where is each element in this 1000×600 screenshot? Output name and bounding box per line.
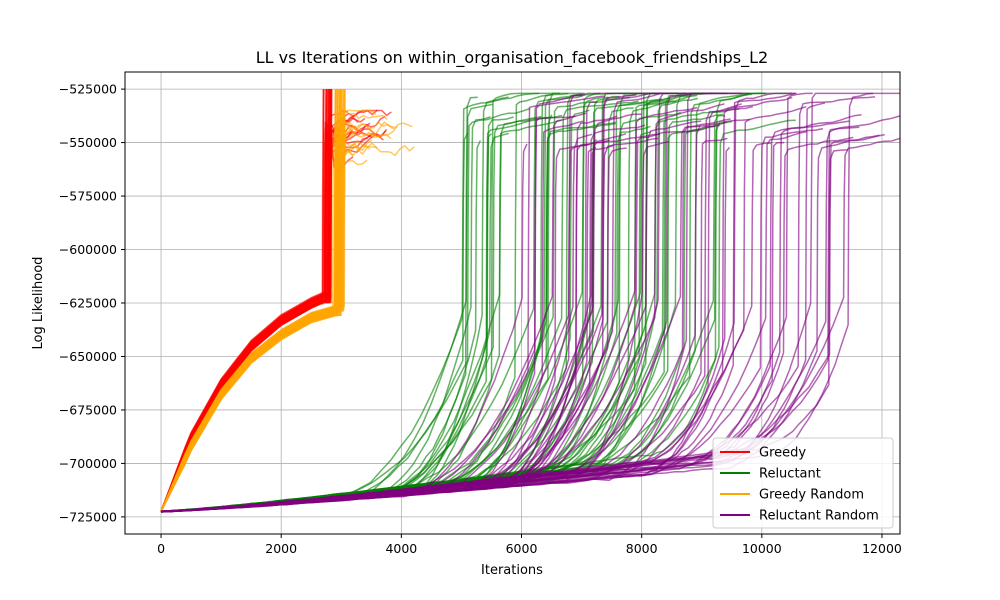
x-tick-label: 0 [157, 541, 165, 556]
series-line [160, 117, 359, 512]
x-tick-label: 8000 [626, 541, 658, 556]
series-greedy [160, 89, 392, 512]
x-axis-label: Iterations [481, 563, 543, 578]
legend-box [712, 437, 894, 529]
series-line [160, 133, 354, 512]
series-reluctant-random [160, 92, 900, 513]
x-tick-label: 6000 [506, 541, 538, 556]
series-line [160, 112, 587, 513]
legend-label: Greedy [759, 446, 806, 461]
legend-label: Reluctant Random [759, 509, 879, 524]
series-line [160, 89, 339, 512]
series-line [160, 109, 377, 512]
series-line [160, 89, 325, 512]
legend-label: Reluctant [759, 467, 821, 482]
y-tick-label: −625000 [59, 296, 117, 311]
chart-title: LL vs Iterations on within_organisation_… [256, 48, 768, 68]
series-line [160, 89, 342, 512]
y-tick-label: −675000 [59, 402, 117, 417]
legend: Greedy Reluctant Greedy Random Reluctant Ra… [712, 437, 894, 529]
y-tick-label: −650000 [59, 349, 117, 364]
x-tick-label: 12000 [862, 541, 902, 556]
y-axis-label: Log Likelihood [31, 257, 46, 350]
x-tick-label: 2000 [265, 541, 297, 556]
series-line [160, 136, 340, 512]
x-tick-label: 4000 [385, 541, 417, 556]
y-tick-label: −600000 [59, 242, 117, 257]
plot-lines [160, 89, 900, 513]
legend-label: Greedy Random [759, 488, 864, 503]
y-tick-label: −700000 [59, 456, 117, 471]
y-tick-label: −575000 [59, 189, 117, 204]
series-greedy-random [160, 89, 415, 512]
y-tick-label: −725000 [59, 509, 117, 524]
x-tick-label: 10000 [742, 541, 782, 556]
y-tick-label: −550000 [59, 135, 117, 150]
axis-ticks: 0 2000 4000 6000 8000 10000 12000 −725000 −70000… [59, 82, 902, 556]
y-tick-label: −525000 [59, 82, 117, 97]
